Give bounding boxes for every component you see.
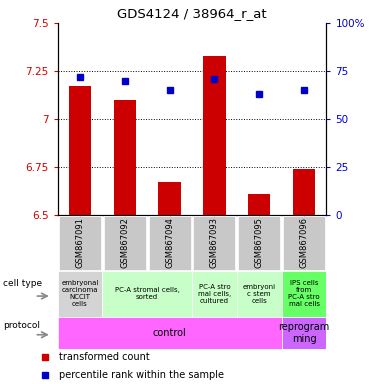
Bar (69, 86, 91, 215)
Text: GSM867093: GSM867093 (210, 217, 219, 268)
Bar (148, 216, 191, 270)
Text: percentile rank within the sample: percentile rank within the sample (59, 370, 224, 381)
Text: protocol: protocol (3, 321, 40, 331)
Bar (248, 194, 270, 215)
Bar (282, 271, 326, 317)
Text: embryonal
carcinoma
NCCIT
cells: embryonal carcinoma NCCIT cells (61, 280, 99, 307)
Bar (193, 216, 236, 270)
Text: GSM867094: GSM867094 (165, 217, 174, 268)
Bar (237, 271, 282, 317)
Text: PC-A stro
mal cells,
cultured: PC-A stro mal cells, cultured (198, 284, 231, 304)
Bar (114, 100, 136, 215)
Bar (283, 216, 325, 270)
Bar (102, 271, 192, 317)
Bar (158, 182, 181, 215)
Text: PC-A stromal cells,
sorted: PC-A stromal cells, sorted (115, 287, 180, 300)
Bar (293, 169, 315, 215)
Text: control: control (153, 328, 187, 338)
Bar (203, 56, 226, 215)
Bar (58, 271, 102, 317)
Bar (238, 216, 280, 270)
Text: GSM867095: GSM867095 (255, 217, 264, 268)
Text: IPS cells
from
PC-A stro
mal cells: IPS cells from PC-A stro mal cells (288, 280, 320, 307)
Text: GSM867096: GSM867096 (299, 217, 309, 268)
Bar (58, 317, 282, 349)
Text: embryoni
c stem
cells: embryoni c stem cells (243, 284, 276, 304)
Text: transformed count: transformed count (59, 352, 150, 362)
Text: GSM867091: GSM867091 (75, 217, 85, 268)
Text: cell type: cell type (3, 279, 42, 288)
Bar (192, 271, 237, 317)
Bar (59, 216, 101, 270)
Bar (282, 317, 326, 349)
Bar (104, 216, 146, 270)
Title: GDS4124 / 38964_r_at: GDS4124 / 38964_r_at (117, 7, 267, 20)
Text: GSM867092: GSM867092 (120, 217, 129, 268)
Text: reprogram
ming: reprogram ming (279, 322, 330, 344)
